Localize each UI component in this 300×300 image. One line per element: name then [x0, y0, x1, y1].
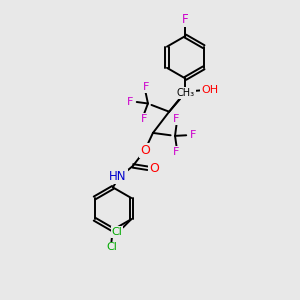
- Text: F: F: [173, 147, 180, 157]
- Text: F: F: [142, 82, 149, 92]
- Text: F: F: [141, 114, 148, 124]
- Text: OH: OH: [201, 85, 218, 95]
- Text: Cl: Cl: [112, 227, 123, 237]
- Text: CH₃: CH₃: [177, 88, 195, 98]
- Text: F: F: [173, 114, 180, 124]
- Text: F: F: [127, 97, 134, 107]
- Text: F: F: [182, 13, 189, 26]
- Text: Cl: Cl: [106, 242, 117, 253]
- Text: F: F: [190, 130, 196, 140]
- Text: O: O: [140, 144, 150, 157]
- Text: HN: HN: [109, 170, 127, 183]
- Text: O: O: [149, 162, 159, 175]
